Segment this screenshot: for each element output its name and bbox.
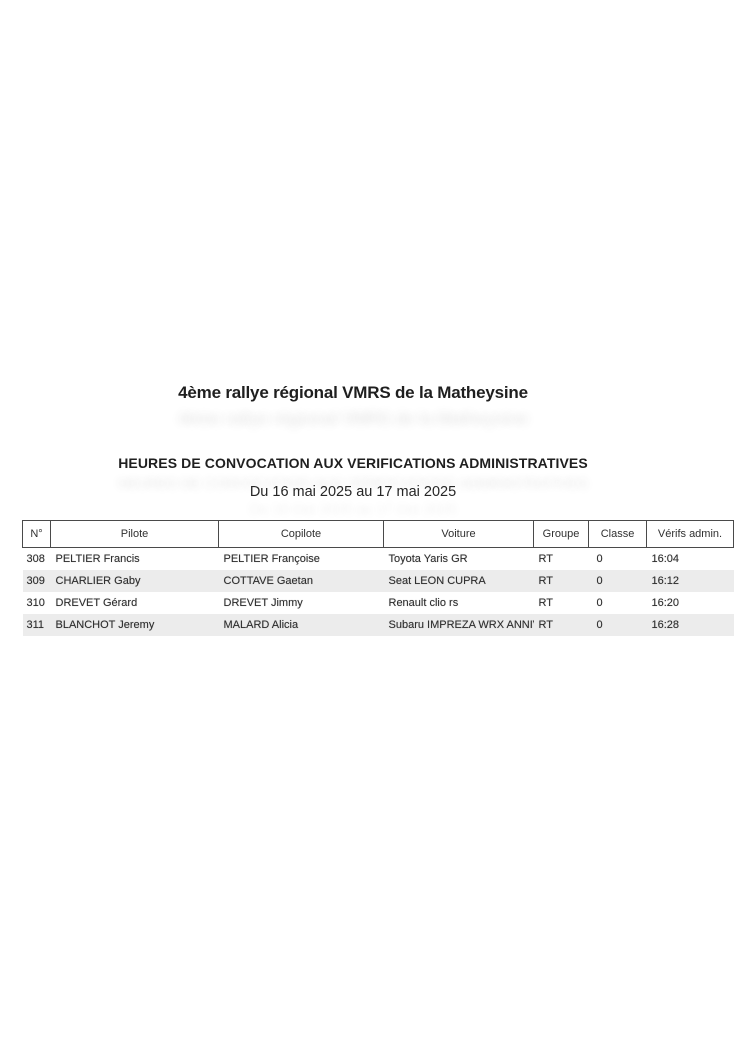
cell-verifs: 16:28 <box>651 619 680 631</box>
section-heading: HEURES DE CONVOCATION AUX VERIFICATIONS … <box>118 455 588 471</box>
col-header-voiture: Voiture <box>383 520 534 548</box>
cell-num: 308 <box>26 553 45 565</box>
col-header-num: N° <box>22 520 51 548</box>
cell-pilote: DREVET Gérard <box>55 597 138 609</box>
cell-verifs: 16:12 <box>651 575 680 587</box>
cell-pilote: PELTIER Francis <box>55 553 140 565</box>
cell-classe: 0 <box>596 597 603 609</box>
rally-title: 4ème rallye régional VMRS de la Matheysi… <box>178 383 528 402</box>
cell-voiture: Subaru IMPREZA WRX ANNIV <box>388 619 534 631</box>
cell-num: 311 <box>26 619 45 631</box>
table-row: 308 PELTIER Francis PELTIER Françoise To… <box>23 548 734 571</box>
cell-copilote: MALARD Alicia <box>223 619 299 631</box>
cell-copilote: COTTAVE Gaetan <box>223 575 313 587</box>
col-header-groupe: Groupe <box>533 520 589 548</box>
cell-groupe: RT <box>538 597 553 609</box>
cell-voiture: Renault clio rs <box>388 597 459 609</box>
col-header-pilote: Pilote <box>50 520 219 548</box>
cell-pilote: BLANCHOT Jeremy <box>55 619 155 631</box>
cell-voiture: Seat LEON CUPRA <box>388 575 486 587</box>
col-header-copilote: Copilote <box>218 520 384 548</box>
cell-classe: 0 <box>596 553 603 565</box>
cell-verifs: 16:04 <box>651 553 680 565</box>
cell-classe: 0 <box>596 575 603 587</box>
cell-pilote: CHARLIER Gaby <box>55 575 141 587</box>
table-header-row: N° Pilote Copilote Voiture Groupe Classe… <box>22 520 734 548</box>
cell-groupe: RT <box>538 553 553 565</box>
cell-copilote: DREVET Jimmy <box>223 597 303 609</box>
cell-copilote: PELTIER Françoise <box>223 553 320 565</box>
table-row: 311 BLANCHOT Jeremy MALARD Alicia Subaru… <box>22 614 734 636</box>
cell-num: 310 <box>26 597 45 609</box>
table-row: 309 CHARLIER Gaby COTTAVE Gaetan Seat LE… <box>22 570 734 592</box>
cell-classe: 0 <box>596 619 603 631</box>
date-range: Du 16 mai 2025 au 17 mai 2025 <box>249 484 457 500</box>
table-row: 310 DREVET Gérard DREVET Jimmy Renault c… <box>23 592 734 614</box>
cell-voiture: Toyota Yaris GR <box>388 553 468 565</box>
col-header-classe: Classe <box>588 520 647 548</box>
col-header-verifs: Vérifs admin. <box>646 520 734 548</box>
cell-groupe: RT <box>538 575 553 587</box>
cell-verifs: 16:20 <box>651 597 680 609</box>
cell-num: 309 <box>26 575 45 587</box>
cell-groupe: RT <box>538 619 553 631</box>
convocation-table: N° Pilote Copilote Voiture Groupe Classe… <box>22 520 734 636</box>
